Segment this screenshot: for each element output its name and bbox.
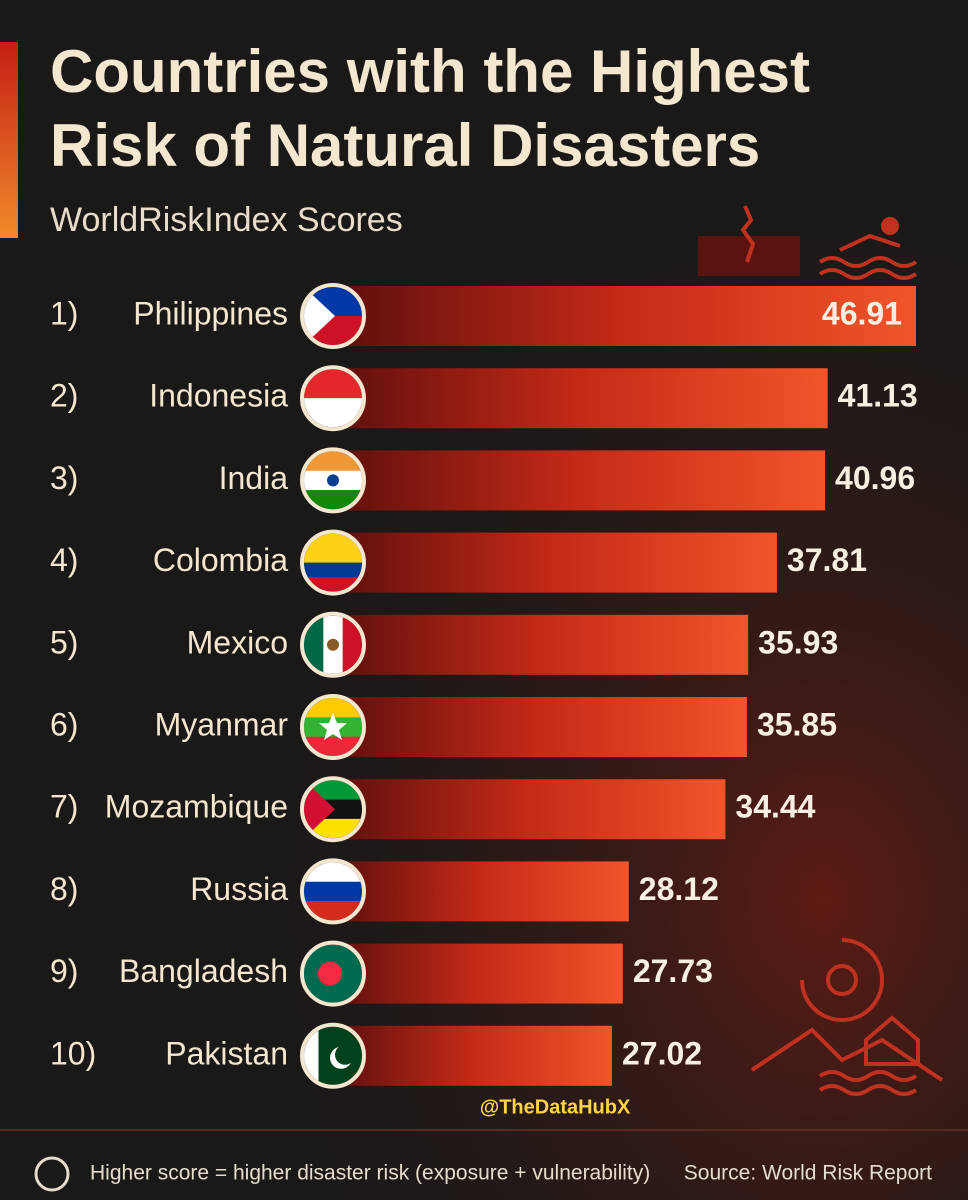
category-label: India: [219, 460, 289, 496]
bar: [334, 779, 726, 840]
rank-label: 9): [50, 953, 78, 989]
flag-stripe: [304, 490, 362, 510]
hazard-icons: [698, 205, 944, 1096]
bar: [334, 450, 826, 511]
flag: [304, 615, 362, 674]
bar: [334, 614, 749, 675]
flag: [304, 944, 362, 1003]
value-label: 35.93: [758, 624, 838, 660]
flag-stripe: [304, 881, 362, 902]
category-label: Russia: [190, 871, 288, 907]
bar: [334, 368, 828, 429]
flag-emblem: [318, 961, 342, 986]
flag-stripe: [304, 736, 362, 756]
flag-ring: [300, 940, 366, 1007]
value-label: 37.81: [787, 542, 867, 578]
bar: [334, 943, 623, 1004]
value-label: 46.91: [822, 295, 902, 331]
value-label: 35.85: [757, 706, 837, 742]
flag-ring: [300, 447, 366, 514]
bar: [334, 532, 777, 593]
rank-label: 7): [50, 789, 78, 825]
logo: [34, 1156, 70, 1192]
flag-ring: [300, 529, 366, 596]
flag-ring: [300, 694, 366, 760]
value-label: 28.12: [639, 871, 719, 907]
rank-label: 3): [50, 460, 78, 496]
watermark: @TheDataHubX: [480, 1096, 631, 1118]
flag-stripe: [304, 548, 362, 564]
rank-label: 1): [50, 295, 78, 331]
flag-emblem: [327, 638, 339, 651]
rank-label: 10): [50, 1035, 96, 1071]
flag-stripe: [304, 451, 362, 472]
flag-emblem: [327, 474, 339, 487]
bar: [334, 286, 916, 346]
flag-stripe: [304, 615, 324, 674]
flag: [304, 780, 362, 839]
flag-stripe: [304, 901, 362, 921]
value-label: 27.02: [622, 1035, 702, 1071]
flag-stripe: [342, 615, 362, 674]
source: Source: World Risk Report: [684, 1162, 932, 1185]
category-label: Bangladesh: [119, 953, 288, 989]
flag: [304, 862, 362, 921]
value-label: 40.96: [835, 460, 915, 496]
rank-label: 8): [50, 871, 78, 907]
rank-label: 2): [50, 378, 78, 414]
accent-bar: [0, 42, 18, 238]
chart-title: Countries with the Highest: [50, 38, 810, 105]
chart-title: Risk of Natural Disasters: [50, 112, 760, 179]
footnote: Higher score = higher disaster risk (exp…: [90, 1162, 650, 1185]
rank-label: 6): [50, 706, 78, 742]
flag-ring: [300, 858, 366, 925]
category-label: Pakistan: [165, 1035, 288, 1071]
category-label: Myanmar: [155, 706, 289, 742]
value-label: 41.13: [838, 378, 918, 414]
flag-stripe: [304, 862, 362, 883]
bar: [334, 697, 747, 757]
flag-triangle: [304, 287, 335, 345]
flag-ring: [300, 776, 366, 843]
flag-emblem: [335, 1044, 355, 1065]
flag: [304, 698, 362, 756]
flag-ring: [300, 283, 366, 349]
category-label: Mozambique: [105, 789, 288, 825]
flags: [300, 283, 366, 1089]
flag-stripe: [304, 698, 362, 718]
chart-subtitle: WorldRiskIndex Scores: [50, 201, 403, 239]
value-label: 34.44: [735, 789, 815, 825]
flag: [304, 451, 362, 510]
flag-emblem: [319, 713, 347, 740]
bar: [334, 1025, 612, 1086]
flag-ring: [300, 365, 366, 432]
bar: [334, 861, 629, 922]
category-label: Colombia: [153, 542, 288, 578]
rank-label: 4): [50, 542, 78, 578]
flag-triangle: [304, 780, 335, 839]
rank-label: 5): [50, 624, 78, 660]
category-label: Mexico: [187, 624, 288, 660]
category-label: Indonesia: [149, 378, 288, 414]
value-label: 27.73: [633, 953, 713, 989]
category-label: Philippines: [133, 295, 288, 331]
flag-ring: [300, 611, 366, 678]
flag-stripe: [304, 562, 362, 578]
flag-ring: [300, 1022, 366, 1089]
flag-stripe: [318, 1026, 334, 1085]
